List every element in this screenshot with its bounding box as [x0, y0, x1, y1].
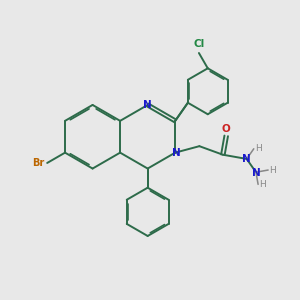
Text: H: H: [269, 166, 276, 175]
Text: Cl: Cl: [193, 40, 205, 50]
Text: N: N: [143, 100, 152, 110]
Text: N: N: [242, 154, 251, 164]
Text: Br: Br: [33, 158, 45, 168]
Text: H: H: [255, 144, 262, 153]
Text: N: N: [172, 148, 181, 158]
Text: H: H: [259, 180, 266, 189]
Text: O: O: [222, 124, 231, 134]
Text: N: N: [252, 168, 260, 178]
